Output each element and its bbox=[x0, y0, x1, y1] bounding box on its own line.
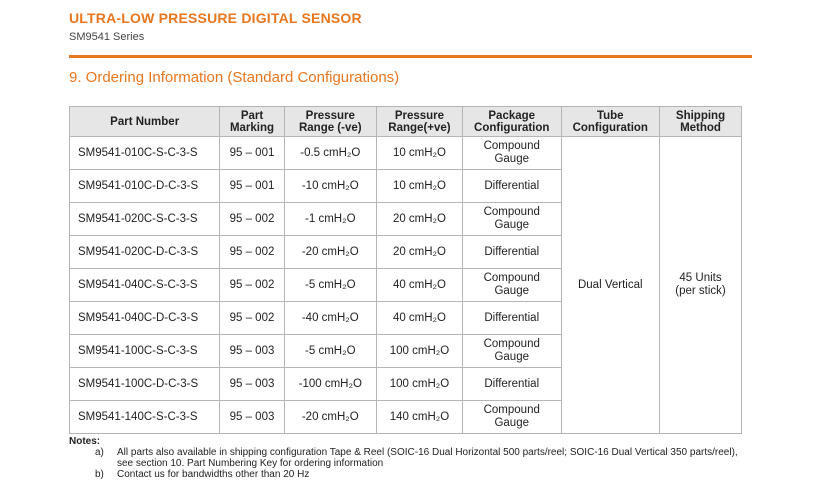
ordering-table: Part Number Part Marking Pressure Range (-… bbox=[68, 106, 742, 434]
cell-package-configuration: Differential bbox=[461, 169, 562, 203]
cell-pressure-negative: -20 cmH₂O bbox=[283, 400, 377, 434]
cell-package-configuration: Differential bbox=[461, 367, 562, 401]
cell-part-marking: 95 – 002 bbox=[219, 235, 285, 269]
cell-part-number: SM9541-020C-D-C-3-S bbox=[68, 235, 221, 269]
note-key: b) bbox=[95, 469, 104, 480]
cell-pressure-negative: -5 cmH₂O bbox=[283, 268, 377, 302]
note-text: All parts also available in shipping con… bbox=[117, 447, 738, 469]
table-row: SM9541-140C-S-C-3-S 95 – 003 -20 cmH₂O 1… bbox=[68, 400, 742, 434]
cell-part-marking: 95 – 001 bbox=[219, 169, 285, 203]
header-pressure-positive: Pressure Range(+ve) bbox=[375, 106, 463, 137]
table-row: SM9541-010C-D-C-3-S 95 – 001 -10 cmH₂O 1… bbox=[68, 169, 742, 203]
cell-part-marking: 95 – 001 bbox=[219, 136, 285, 170]
header-package-configuration: Package Configuration bbox=[461, 106, 562, 137]
cell-part-marking: 95 – 002 bbox=[219, 268, 285, 302]
table-row: SM9541-020C-S-C-3-S 95 – 002 -1 cmH₂O 20… bbox=[68, 202, 742, 236]
cell-package-configuration: Compound Gauge bbox=[461, 268, 562, 302]
cell-part-number: SM9541-100C-S-C-3-S bbox=[68, 334, 221, 368]
cell-package-configuration: Compound Gauge bbox=[461, 400, 562, 434]
cell-part-marking: 95 – 002 bbox=[219, 301, 285, 335]
cell-part-number: SM9541-140C-S-C-3-S bbox=[68, 400, 221, 434]
cell-pressure-positive: 140 cmH₂O bbox=[375, 400, 463, 434]
header-pressure-negative: Pressure Range (-ve) bbox=[283, 106, 377, 137]
cell-tube-configuration: Dual Vertical bbox=[560, 136, 661, 434]
note-item: b) Contact us for bandwidths other than … bbox=[69, 469, 749, 480]
document-title: ULTRA-LOW PRESSURE DIGITAL SENSOR bbox=[69, 10, 362, 26]
header-part-number: Part Number bbox=[68, 106, 221, 137]
cell-pressure-negative: -100 cmH₂O bbox=[283, 367, 377, 401]
cell-package-configuration: Differential bbox=[461, 301, 562, 335]
cell-pressure-positive: 20 cmH₂O bbox=[375, 235, 463, 269]
cell-part-number: SM9541-020C-S-C-3-S bbox=[68, 202, 221, 236]
notes-label: Notes bbox=[69, 436, 97, 447]
document-subtitle: SM9541 Series bbox=[69, 31, 145, 43]
note-text: Contact us for bandwidths other than 20 … bbox=[117, 469, 310, 480]
cell-part-marking: 95 – 003 bbox=[219, 334, 285, 368]
table-header-row: Part Number Part Marking Pressure Range (-… bbox=[68, 106, 742, 137]
cell-part-number: SM9541-010C-D-C-3-S bbox=[68, 169, 221, 203]
cell-part-number: SM9541-040C-D-C-3-S bbox=[68, 301, 221, 335]
header-tube-configuration: Tube Configuration bbox=[560, 106, 661, 137]
cell-pressure-positive: 40 cmH₂O bbox=[375, 268, 463, 302]
cell-pressure-negative: -40 cmH₂O bbox=[283, 301, 377, 335]
cell-pressure-positive: 100 cmH₂O bbox=[375, 334, 463, 368]
table-row: SM9541-010C-S-C-3-S 95 – 001 -0.5 cmH₂O … bbox=[68, 136, 742, 434]
cell-part-marking: 95 – 003 bbox=[219, 367, 285, 401]
cell-pressure-positive: 100 cmH₂O bbox=[375, 367, 463, 401]
cell-pressure-positive: 10 cmH₂O bbox=[375, 169, 463, 203]
table-row: SM9541-040C-S-C-3-S 95 – 002 -5 cmH₂O 40… bbox=[68, 268, 742, 302]
cell-pressure-negative: -10 cmH₂O bbox=[283, 169, 377, 203]
cell-part-number: SM9541-010C-S-C-3-S bbox=[68, 136, 221, 170]
cell-pressure-negative: -20 cmH₂O bbox=[283, 235, 377, 269]
cell-part-number: SM9541-040C-S-C-3-S bbox=[68, 268, 221, 302]
cell-package-configuration: Differential bbox=[461, 235, 562, 269]
cell-package-configuration: Compound Gauge bbox=[461, 136, 562, 170]
note-key: a) bbox=[95, 447, 104, 458]
cell-part-marking: 95 – 002 bbox=[219, 202, 285, 236]
table-row: SM9541-100C-D-C-3-S 95 – 003 -100 cmH₂O … bbox=[68, 367, 742, 401]
cell-pressure-negative: -5 cmH₂O bbox=[283, 334, 377, 368]
notes-section: Notes: a) All parts also available in sh… bbox=[69, 436, 749, 480]
cell-pressure-negative: -0.5 cmH₂O bbox=[283, 136, 377, 170]
cell-pressure-positive: 10 cmH₂O bbox=[375, 136, 463, 170]
cell-pressure-positive: 20 cmH₂O bbox=[375, 202, 463, 236]
header-part-marking: Part Marking bbox=[219, 106, 285, 137]
cell-shipping-method: 45 Units (per stick) bbox=[659, 136, 742, 434]
header-divider bbox=[69, 55, 752, 58]
header-shipping-method: Shipping Method bbox=[659, 106, 742, 137]
cell-package-configuration: Compound Gauge bbox=[461, 202, 562, 236]
table-row: SM9541-100C-S-C-3-S 95 – 003 -5 cmH₂O 10… bbox=[68, 334, 742, 368]
cell-pressure-positive: 40 cmH₂O bbox=[375, 301, 463, 335]
cell-pressure-negative: -1 cmH₂O bbox=[283, 202, 377, 236]
section-title: 9. Ordering Information (Standard Config… bbox=[69, 69, 400, 86]
cell-part-marking: 95 – 003 bbox=[219, 400, 285, 434]
cell-package-configuration: Compound Gauge bbox=[461, 334, 562, 368]
cell-part-number: SM9541-100C-D-C-3-S bbox=[68, 367, 221, 401]
note-item: a) All parts also available in shipping … bbox=[69, 447, 749, 469]
